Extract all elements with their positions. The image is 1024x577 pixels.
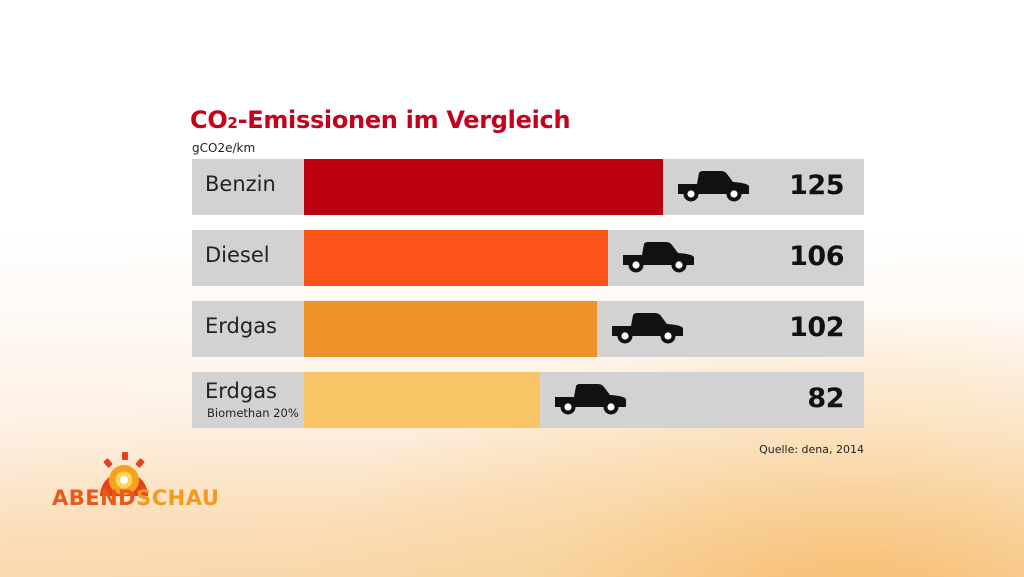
chart-title: CO2-Emissionen im Vergleich xyxy=(190,106,571,134)
bar xyxy=(304,301,597,357)
category-sublabel: Biomethan 20% xyxy=(207,406,299,420)
value-label: 106 xyxy=(789,241,844,272)
bar-row: Diesel 106 xyxy=(192,230,864,286)
logo-wordmark: ABENDSCHAU xyxy=(52,486,220,510)
bar-row: Benzin 125 xyxy=(192,159,864,215)
car-icon xyxy=(612,313,683,344)
sun-logo-icon xyxy=(100,452,148,496)
car-icon xyxy=(555,384,626,415)
category-label: Diesel xyxy=(205,243,270,267)
category-label: Erdgas xyxy=(205,379,278,403)
category-label: Erdgas xyxy=(205,314,278,338)
bar xyxy=(304,230,608,286)
bar-row: Erdgas 102 xyxy=(192,301,864,357)
bar xyxy=(304,159,663,215)
bar xyxy=(304,372,540,428)
car-icon xyxy=(623,242,694,273)
category-label: Benzin xyxy=(205,172,276,196)
source-note: Quelle: dena, 2014 xyxy=(759,443,864,456)
value-label: 125 xyxy=(789,170,844,201)
car-icon xyxy=(678,171,749,202)
abendschau-logo: ABENDSCHAU xyxy=(50,450,219,520)
value-label: 102 xyxy=(789,312,844,343)
value-label: 82 xyxy=(807,383,844,414)
unit-label: gCO2e/km xyxy=(192,141,256,155)
bar-row: Erdgas Biomethan 20% 82 xyxy=(192,372,864,428)
